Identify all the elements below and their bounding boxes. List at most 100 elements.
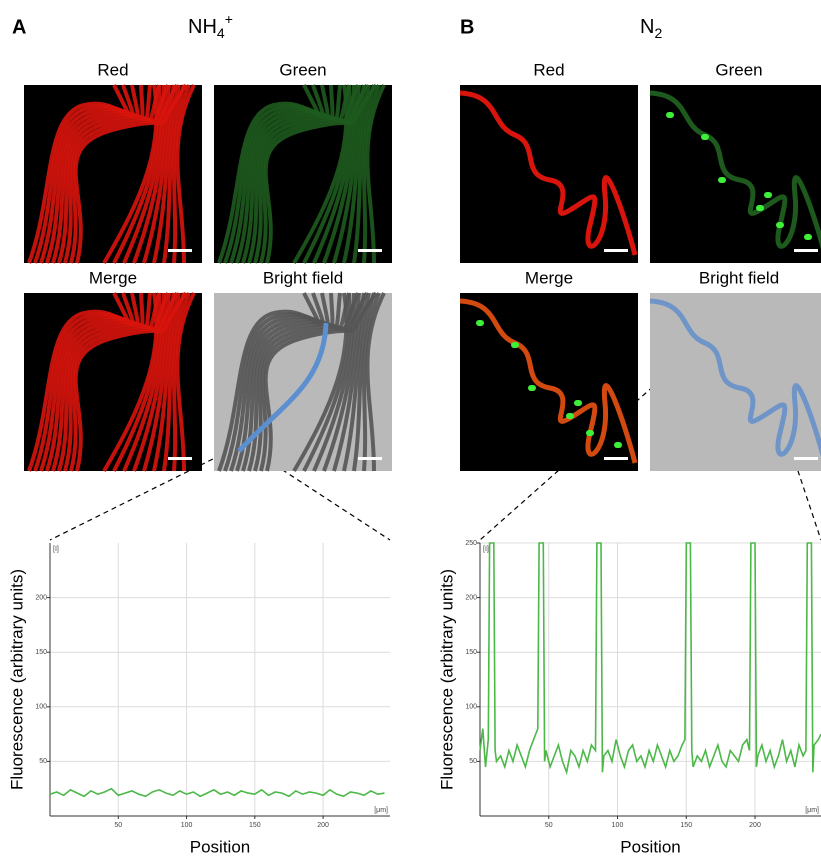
image-title: Green [279, 60, 326, 79]
panel-label: B [460, 16, 474, 38]
heterocyst [614, 442, 622, 448]
filament [162, 84, 186, 264]
x-unit-label: [μm] [805, 807, 819, 814]
micrograph [459, 85, 638, 263]
heterocyst [776, 222, 784, 228]
y-axis-label: Fluorescence (arbitrary units) [7, 569, 26, 790]
scale-bar [604, 249, 628, 252]
micrograph [459, 293, 638, 471]
image-title: Bright field [699, 268, 779, 287]
heterocyst [666, 112, 674, 118]
x-tick-label: 50 [114, 822, 122, 829]
y-tick-label: 200 [35, 594, 47, 601]
filament [69, 84, 179, 264]
filament [57, 84, 161, 264]
micrograph [649, 85, 821, 263]
filament [352, 292, 376, 472]
scale-bar [604, 457, 628, 460]
micrograph [214, 291, 392, 473]
x-tick-label: 50 [545, 822, 553, 829]
filament [172, 84, 191, 264]
heterocyst [718, 177, 726, 183]
filament [73, 291, 188, 472]
image-bg [460, 293, 638, 471]
filament [312, 292, 356, 472]
x-unit-label: [μm] [374, 807, 388, 814]
filament [365, 292, 386, 472]
x-tick-label: 200 [317, 822, 329, 829]
filament [365, 84, 386, 264]
x-axis-label: Position [620, 837, 680, 856]
title-sup: + [225, 11, 233, 27]
filament [57, 292, 161, 472]
chart: 50 100 150 200 50 100 150 200 [I] [μm] Fluorescenc… [7, 543, 390, 856]
heterocyst [764, 192, 772, 198]
y-unit-label: [I] [483, 546, 489, 553]
panel-title: NH4+ [188, 11, 233, 41]
panel-label: A [12, 16, 26, 38]
filament [459, 90, 638, 256]
y-tick-label: 250 [465, 540, 477, 547]
y-tick-label: 50 [469, 758, 477, 765]
filament [241, 84, 342, 264]
scale-bar [358, 249, 382, 252]
y-tick-label: 100 [35, 704, 47, 711]
filament [51, 84, 152, 264]
heterocyst [804, 234, 812, 240]
filament [122, 84, 166, 264]
filament [259, 292, 369, 472]
image-bg [650, 293, 821, 471]
filament [63, 84, 170, 264]
filament [175, 84, 196, 264]
data-line [479, 542, 821, 776]
heterocyst [476, 320, 484, 326]
filament [259, 84, 369, 264]
image-bg [650, 85, 821, 263]
image-title: Bright field [263, 268, 343, 287]
filament [362, 292, 381, 472]
heterocyst [511, 342, 519, 348]
connector [794, 461, 821, 541]
filament [175, 292, 196, 472]
filament [73, 83, 188, 264]
scale-bar [794, 249, 818, 252]
title-sub: 4 [217, 25, 225, 41]
image-title: Green [715, 60, 762, 79]
heterocyst [701, 134, 709, 140]
micrograph [24, 291, 202, 473]
filament [63, 292, 170, 472]
y-tick-label: 200 [465, 594, 477, 601]
filament [162, 292, 186, 472]
title-base: N [640, 16, 654, 38]
heterocyst [574, 400, 582, 406]
filament [122, 292, 166, 472]
chart: 50 100 150 200 50 100 150 200 250 [I] [μm] Fluoresc… [437, 540, 821, 856]
x-tick-label: 100 [612, 822, 624, 829]
y-axis-label: Fluorescence (arbitrary units) [437, 569, 456, 790]
y-tick-label: 100 [465, 704, 477, 711]
connector [49, 442, 246, 541]
title-sub: 2 [654, 25, 662, 41]
y-tick-label: 150 [35, 649, 47, 656]
filament [247, 292, 351, 472]
scale-bar [358, 457, 382, 460]
filament [51, 292, 152, 472]
filament [247, 84, 351, 264]
heterocyst [756, 205, 764, 211]
trace [237, 322, 329, 453]
micrograph [214, 83, 392, 265]
filament [241, 292, 342, 472]
filament [253, 292, 360, 472]
filament [263, 83, 378, 264]
image-title: Merge [89, 268, 137, 287]
scale-bar [168, 249, 192, 252]
micrograph [24, 83, 202, 265]
filament [253, 84, 360, 264]
filament [649, 298, 821, 458]
y-unit-label: [I] [53, 546, 59, 553]
micrograph [649, 293, 821, 471]
heterocyst [566, 413, 574, 419]
x-tick-label: 200 [749, 822, 761, 829]
